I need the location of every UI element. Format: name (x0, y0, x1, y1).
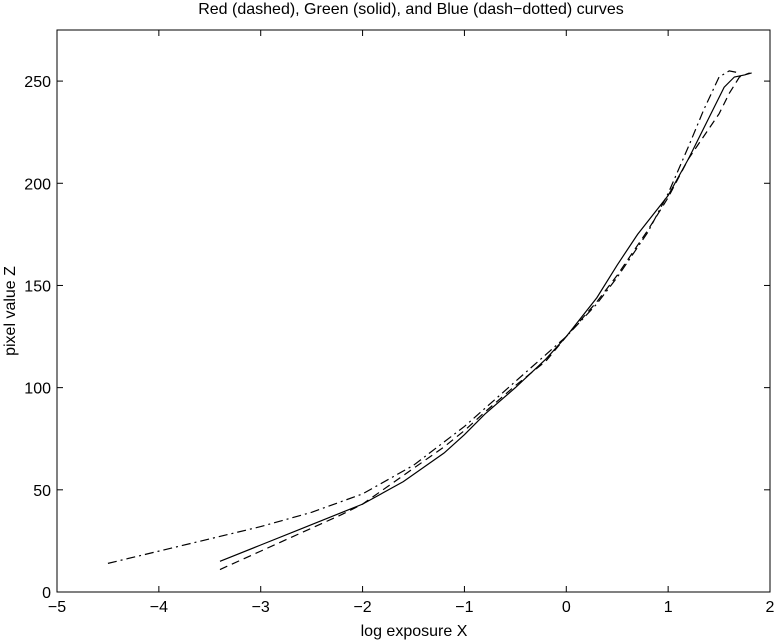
y-axis-title: pixel value Z (2, 266, 19, 356)
x-tick-label: −4 (150, 599, 168, 616)
x-tick-label: 1 (664, 599, 673, 616)
series-line-green (219, 72, 752, 562)
x-tick-label: −3 (252, 599, 270, 616)
series-line-blue (107, 70, 740, 564)
y-tick-label: 250 (24, 74, 51, 91)
y-tick-label: 100 (24, 381, 51, 398)
x-tick-label: 0 (562, 599, 571, 616)
x-tick-label: −1 (455, 599, 473, 616)
x-axis-title: log exposure X (361, 623, 468, 640)
x-tick-label: 2 (766, 599, 775, 616)
y-axis: 0 50 100 150 200 250 (24, 74, 770, 602)
y-tick-label: 150 (24, 278, 51, 295)
chart-title: Red (dashed), Green (solid), and Blue (d… (198, 1, 624, 18)
y-tick-label: 50 (33, 483, 51, 500)
y-tick-label: 0 (42, 585, 51, 602)
plot-area (56, 29, 771, 593)
x-axis: −5 −4 −3 −2 −1 0 1 2 (48, 30, 775, 616)
x-tick-label: −2 (353, 599, 371, 616)
x-tick-label: −5 (48, 599, 66, 616)
series-layer (107, 70, 752, 571)
y-tick-label: 200 (24, 176, 51, 193)
